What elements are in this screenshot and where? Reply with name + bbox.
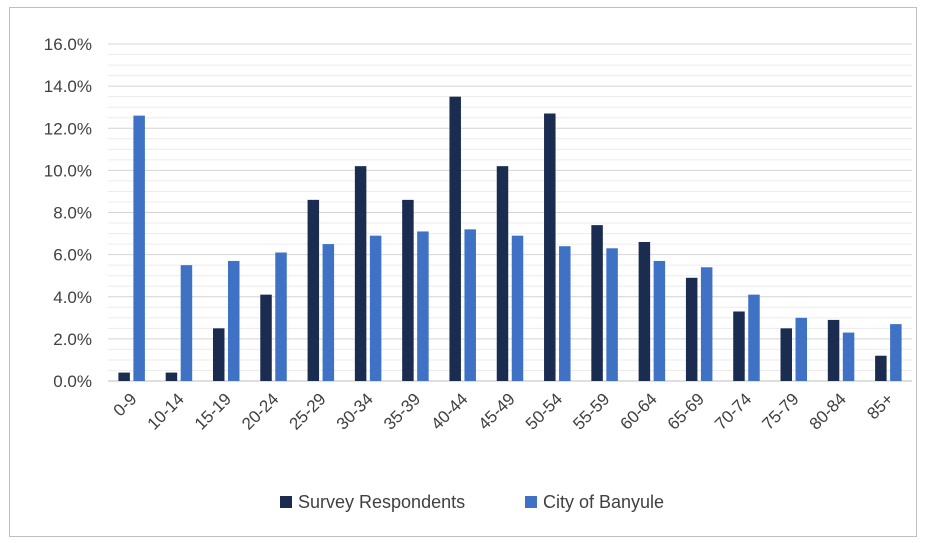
x-tick-label: 10-14 (144, 389, 188, 433)
bar-survey-respondents (118, 372, 130, 381)
bar-survey-respondents (685, 277, 698, 381)
x-tick-label: 50-54 (522, 389, 566, 433)
bar-city-of-banyule (700, 267, 713, 381)
y-tick-label: 2.0% (53, 330, 92, 349)
bar-city-of-banyule (606, 248, 618, 381)
bar-survey-respondents (449, 96, 461, 381)
bar-survey-respondents (165, 372, 178, 381)
bar-survey-respondents (496, 166, 509, 381)
bars (118, 96, 902, 382)
bar-survey-respondents (827, 319, 840, 381)
y-tick-label: 10.0% (44, 161, 92, 180)
legend-label-city-of-banyule: City of Banyule (543, 492, 664, 512)
gridlines (108, 43, 912, 382)
legend: Survey Respondents City of Banyule (280, 492, 664, 512)
bar-survey-respondents (780, 328, 793, 381)
bar-survey-respondents (307, 199, 320, 381)
bar-city-of-banyule (322, 244, 335, 381)
bar-survey-respondents (354, 166, 367, 381)
x-tick-label: 70-74 (711, 389, 755, 433)
bar-city-of-banyule (511, 235, 524, 381)
x-tick-label: 45-49 (475, 389, 519, 433)
y-tick-label: 6.0% (53, 246, 92, 265)
bar-survey-respondents (638, 241, 651, 381)
bar-city-of-banyule (559, 246, 571, 381)
x-tick-label: 65-69 (664, 389, 708, 433)
x-tick-label: 25-29 (285, 389, 329, 433)
bar-city-of-banyule (795, 317, 808, 381)
y-tick-label: 12.0% (44, 119, 92, 138)
chart-frame (9, 7, 917, 537)
bar-survey-respondents (260, 294, 272, 381)
bar-city-of-banyule (133, 115, 145, 382)
legend-swatch-city-of-banyule (525, 496, 537, 508)
y-tick-label: 4.0% (53, 288, 92, 307)
x-tick-label: 0-9 (110, 389, 141, 420)
legend-swatch-survey-respondents (280, 496, 292, 508)
x-tick-label: 55-59 (569, 389, 613, 433)
bar-survey-respondents (544, 113, 556, 381)
bar-city-of-banyule (748, 294, 760, 381)
x-tick-label: 85+ (863, 389, 897, 423)
x-tick-label: 30-34 (333, 389, 377, 433)
bar-city-of-banyule (890, 324, 902, 381)
x-tick-label: 75-79 (758, 389, 802, 433)
bar-survey-respondents (212, 328, 225, 381)
bar-city-of-banyule (180, 265, 193, 381)
x-tick-label: 40-44 (427, 389, 471, 433)
y-tick-label: 14.0% (44, 77, 92, 96)
bar-city-of-banyule (842, 332, 855, 381)
y-tick-label: 0.0% (53, 372, 92, 391)
legend-label-survey-respondents: Survey Respondents (298, 492, 465, 512)
bar-city-of-banyule (653, 260, 666, 381)
y-tick-label: 16.0% (44, 35, 92, 54)
x-tick-label: 60-64 (617, 389, 661, 433)
bar-city-of-banyule (464, 229, 476, 381)
x-tick-label: 20-24 (238, 389, 282, 433)
bar-survey-respondents (875, 355, 887, 381)
x-tick-label: 35-39 (380, 389, 424, 433)
bar-city-of-banyule (275, 252, 287, 381)
bar-city-of-banyule (369, 235, 382, 381)
bar-survey-respondents (733, 311, 745, 381)
y-tick-label: 8.0% (53, 204, 92, 223)
x-tick-label: 15-19 (191, 389, 235, 433)
bar-survey-respondents (591, 225, 603, 381)
bar-survey-respondents (402, 199, 414, 381)
x-axis: 0-9 10-14 15-19 20-24 25-29 30-34 35-39 40-44 45… (110, 389, 898, 433)
x-tick-label: 80-84 (806, 389, 850, 433)
y-axis: 0.0% 2.0% 4.0% 6.0% 8.0% 10.0% 12.0% 14.0% 16.0% (44, 35, 92, 391)
bar-city-of-banyule (227, 260, 240, 381)
bar-city-of-banyule (417, 231, 429, 381)
